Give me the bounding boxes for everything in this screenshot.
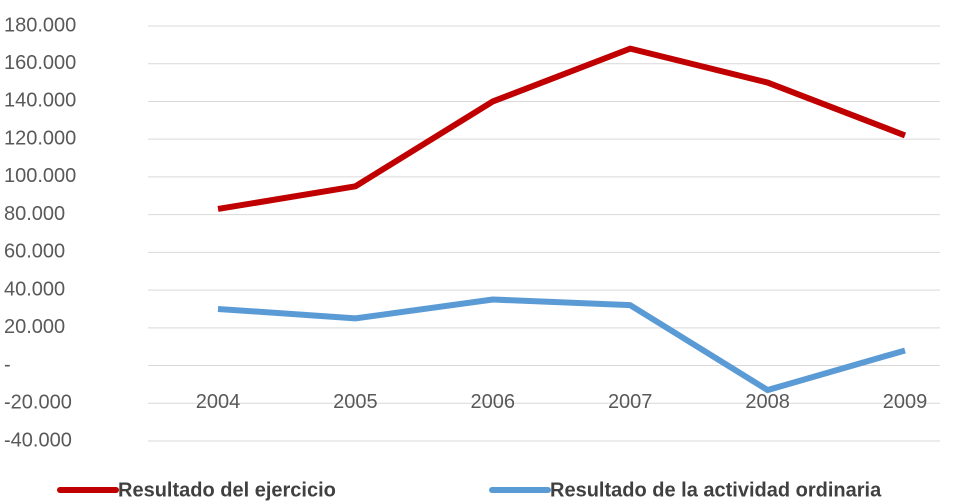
y-tick-label: 80.000	[4, 203, 65, 225]
y-tick-label: -	[4, 354, 11, 376]
legend-label: Resultado del ejercicio	[118, 479, 336, 501]
x-tick-label: 2005	[333, 391, 378, 413]
y-tick-label: -20.000	[4, 392, 72, 414]
x-tick-label: 2009	[883, 391, 928, 413]
y-tick-label: 160.000	[4, 52, 76, 74]
series-line	[217, 45, 907, 212]
x-tick-label: 2008	[745, 391, 790, 413]
series-line	[217, 296, 906, 394]
y-tick-label: -40.000	[4, 429, 72, 451]
y-tick-label: 120.000	[4, 127, 76, 149]
y-tick-label: 100.000	[4, 165, 76, 187]
x-tick-label: 2004	[196, 391, 241, 413]
y-tick-label: 180.000	[4, 14, 76, 36]
y-tick-label: 60.000	[4, 241, 65, 263]
y-tick-label: 40.000	[4, 278, 65, 300]
x-tick-label: 2007	[608, 391, 653, 413]
y-tick-label: 140.000	[4, 90, 76, 112]
legend-label: Resultado de la actividad ordinaria	[550, 479, 882, 501]
y-tick-label: 20.000	[4, 316, 65, 338]
x-tick-label: 2006	[471, 391, 516, 413]
